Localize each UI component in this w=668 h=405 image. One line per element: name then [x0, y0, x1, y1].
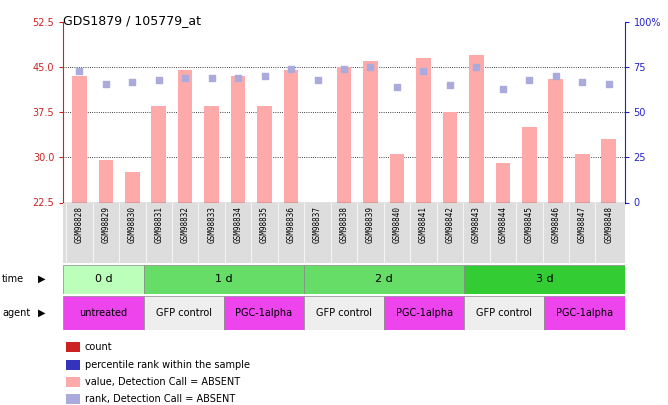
Text: GSM98839: GSM98839 — [366, 206, 375, 243]
Text: GFP control: GFP control — [316, 308, 372, 318]
Point — [577, 79, 588, 85]
Bar — [363, 61, 378, 202]
Point — [550, 73, 561, 79]
Text: 3 d: 3 d — [536, 275, 553, 284]
Bar — [416, 58, 431, 202]
Text: GSM98840: GSM98840 — [393, 206, 401, 243]
Text: GSM98828: GSM98828 — [75, 206, 84, 243]
Point — [100, 80, 111, 87]
Bar — [469, 55, 484, 202]
Point — [498, 86, 508, 92]
Bar — [522, 128, 536, 202]
Text: ▶: ▶ — [38, 308, 45, 318]
Point — [233, 75, 244, 81]
Bar — [384, 296, 464, 330]
Bar — [125, 173, 140, 202]
Text: 2 d: 2 d — [375, 275, 393, 284]
Bar — [464, 296, 544, 330]
Text: GSM98847: GSM98847 — [578, 206, 587, 243]
Bar — [284, 70, 299, 202]
Bar — [66, 360, 80, 369]
Point — [339, 66, 349, 72]
Text: GSM98834: GSM98834 — [234, 206, 242, 243]
Text: GSM98833: GSM98833 — [207, 206, 216, 243]
Text: GSM98836: GSM98836 — [287, 206, 295, 243]
Text: GFP control: GFP control — [476, 308, 532, 318]
Bar — [66, 342, 80, 352]
Bar — [66, 394, 80, 404]
Text: ▶: ▶ — [38, 274, 45, 284]
Bar — [257, 107, 272, 202]
Bar — [304, 265, 464, 294]
Text: GSM98830: GSM98830 — [128, 206, 137, 243]
Point — [74, 68, 85, 74]
Text: GSM98845: GSM98845 — [525, 206, 534, 243]
Text: 1 d: 1 d — [215, 275, 232, 284]
Point — [206, 75, 217, 81]
Bar — [443, 112, 457, 202]
Text: GSM98838: GSM98838 — [339, 206, 349, 243]
Bar — [99, 160, 113, 202]
Point — [259, 73, 270, 79]
Bar — [601, 139, 616, 202]
Text: GSM98829: GSM98829 — [102, 206, 110, 243]
Bar — [144, 296, 224, 330]
Point — [312, 77, 323, 83]
Bar — [66, 377, 80, 386]
Bar — [178, 70, 192, 202]
Text: GSM98843: GSM98843 — [472, 206, 481, 243]
Bar — [389, 154, 404, 202]
Point — [365, 64, 376, 70]
Text: value, Detection Call = ABSENT: value, Detection Call = ABSENT — [85, 377, 240, 387]
Point — [127, 79, 138, 85]
Point — [391, 84, 402, 90]
Text: GSM98846: GSM98846 — [551, 206, 560, 243]
Bar — [63, 265, 144, 294]
Text: untreated: untreated — [79, 308, 128, 318]
Point — [180, 75, 190, 81]
Text: GSM98841: GSM98841 — [419, 206, 428, 243]
Text: GSM98844: GSM98844 — [498, 206, 507, 243]
Bar — [337, 67, 351, 202]
Text: GSM98842: GSM98842 — [446, 206, 454, 243]
Point — [524, 77, 534, 83]
Bar — [304, 296, 384, 330]
Text: 0 d: 0 d — [95, 275, 112, 284]
Point — [471, 64, 482, 70]
Text: agent: agent — [2, 308, 30, 318]
Text: PGC-1alpha: PGC-1alpha — [235, 308, 293, 318]
Bar — [231, 76, 245, 202]
Text: count: count — [85, 342, 112, 352]
Text: GSM98835: GSM98835 — [260, 206, 269, 243]
Bar — [548, 79, 563, 202]
Bar — [575, 154, 590, 202]
Point — [154, 77, 164, 83]
Point — [603, 80, 614, 87]
Bar — [144, 265, 304, 294]
Text: GDS1879 / 105779_at: GDS1879 / 105779_at — [63, 14, 202, 27]
Bar — [152, 107, 166, 202]
Point — [286, 66, 297, 72]
Text: PGC-1alpha: PGC-1alpha — [556, 308, 613, 318]
Text: GFP control: GFP control — [156, 308, 212, 318]
Point — [444, 82, 455, 89]
Text: GSM98831: GSM98831 — [154, 206, 163, 243]
Bar — [72, 76, 87, 202]
Bar — [464, 265, 625, 294]
Text: rank, Detection Call = ABSENT: rank, Detection Call = ABSENT — [85, 394, 235, 404]
Text: GSM98832: GSM98832 — [181, 206, 190, 243]
Bar — [204, 107, 219, 202]
Text: PGC-1alpha: PGC-1alpha — [395, 308, 453, 318]
Text: percentile rank within the sample: percentile rank within the sample — [85, 360, 250, 370]
Bar — [63, 296, 144, 330]
Text: GSM98837: GSM98837 — [313, 206, 322, 243]
Text: GSM98848: GSM98848 — [604, 206, 613, 243]
Bar — [496, 164, 510, 202]
Bar — [224, 296, 304, 330]
Text: time: time — [2, 274, 24, 284]
Bar — [544, 296, 625, 330]
Point — [418, 68, 429, 74]
